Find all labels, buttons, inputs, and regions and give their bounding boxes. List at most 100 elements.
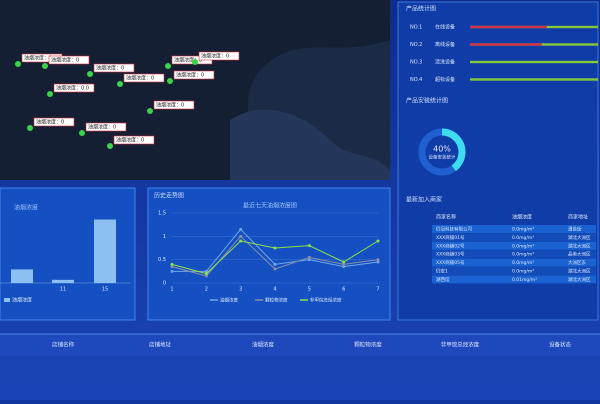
table-cell: 湖西馆 xyxy=(436,276,450,283)
marker-label-box xyxy=(48,55,90,65)
table-cell: 0.01mg/m³ xyxy=(512,277,537,283)
map-land xyxy=(0,0,390,180)
point xyxy=(170,265,174,269)
table-cell: 0.0mg/m³ xyxy=(512,269,534,275)
legend-label: 非甲烷总烃浓度 xyxy=(310,297,342,304)
point xyxy=(273,267,277,271)
legend-swatch xyxy=(4,298,10,302)
x-tick-label: 7 xyxy=(376,287,379,293)
x-tick-label: 4 xyxy=(273,287,276,293)
point xyxy=(307,258,311,262)
bar xyxy=(11,269,33,283)
map-pin xyxy=(147,108,153,114)
table-header: 店铺地址 xyxy=(149,341,172,349)
marker-label-box xyxy=(153,100,195,110)
table-row xyxy=(432,225,596,233)
map-pin xyxy=(42,63,48,69)
table-header: 商家名称 xyxy=(436,214,456,221)
table-cell: 0.0mg/m³ xyxy=(512,227,534,233)
point xyxy=(273,262,277,266)
table-row xyxy=(432,241,596,250)
point xyxy=(239,234,243,238)
map-pin xyxy=(117,81,123,87)
table-cell: 0.0mg/m³ xyxy=(512,260,534,266)
table-cell: 仍宏1 xyxy=(436,268,448,275)
table-header: 店铺名称 xyxy=(52,341,75,349)
table-cell: 湖北大洲区 xyxy=(568,242,591,249)
table-row xyxy=(432,275,596,284)
point xyxy=(376,260,380,264)
point xyxy=(239,227,243,231)
bar xyxy=(52,279,74,283)
map-pin xyxy=(27,125,33,131)
legend-label: 颗粒物浓度 xyxy=(265,297,288,304)
table-header-band xyxy=(0,334,600,356)
marker-label: 油烟浓度：0.0 xyxy=(56,85,89,92)
table-cell: 漕县街 xyxy=(568,226,582,233)
point xyxy=(239,239,243,243)
y-tick-label: 0.5 xyxy=(158,257,166,263)
panel-title: 产品安装统计图 xyxy=(406,97,448,105)
marker-label: 油烟浓度：0 xyxy=(96,65,124,72)
row-label: 超标设备 xyxy=(435,76,455,83)
row-number: NO.4 xyxy=(410,77,422,83)
table-row xyxy=(432,233,596,242)
table-cell: 湖北大洲区 xyxy=(568,276,591,283)
point xyxy=(170,262,174,266)
marker-label-box xyxy=(33,117,75,127)
row-number: NO.2 xyxy=(410,42,422,48)
table-header: 非甲烷总烃浓度 xyxy=(441,341,480,349)
table-cell: 湖北大洲区 xyxy=(568,268,591,275)
y-tick-label: 0 xyxy=(163,281,166,287)
point xyxy=(204,272,208,276)
progress-track xyxy=(470,60,598,64)
table-cell: 0.0mg/m³ xyxy=(512,252,534,258)
legend-label: 油烟浓度 xyxy=(220,297,238,304)
marker-label: 油烟浓度：0 xyxy=(116,137,144,144)
marker-label-box xyxy=(53,83,95,93)
map-pin xyxy=(192,59,198,65)
row-label: 清洗设备 xyxy=(435,59,455,66)
table-row xyxy=(432,258,596,267)
x-tick-label: 3 xyxy=(239,287,242,293)
x-tick-label: 1 xyxy=(170,287,173,293)
marker-label: 油烟浓度：0 xyxy=(174,57,202,64)
row-label: 在线设备 xyxy=(435,24,455,31)
marker-label-box xyxy=(113,135,155,145)
marker-label-box xyxy=(123,73,165,83)
legend-label: 油烟浓度 xyxy=(12,297,32,304)
point xyxy=(376,239,380,243)
table-cell: XXX商铺03号 xyxy=(436,251,465,258)
marker-label-box xyxy=(173,70,215,80)
point xyxy=(342,265,346,269)
map-pin xyxy=(87,71,93,77)
panel-title: 产品统计图 xyxy=(406,5,436,13)
marker-label: 油烟浓度：0 xyxy=(201,53,229,60)
point xyxy=(273,246,277,250)
table-header: 油烟浓度 xyxy=(252,341,275,349)
table-header: 商家地址 xyxy=(568,214,588,221)
marker-label: 油烟浓度：0 xyxy=(126,75,154,82)
marker-label: 油烟浓度：0 xyxy=(176,72,204,79)
y-tick-label: 1 xyxy=(163,234,166,240)
marker-label-box xyxy=(85,122,127,132)
point xyxy=(204,274,208,278)
marker-label: 油烟浓度：0 xyxy=(88,124,116,131)
marker-label-box xyxy=(198,51,240,61)
table-row xyxy=(432,250,596,259)
map-sea xyxy=(230,109,390,180)
row-label: 离线设备 xyxy=(435,41,455,48)
marker-label-box xyxy=(93,63,135,73)
point xyxy=(307,244,311,248)
x-tick-label: 6 xyxy=(342,287,345,293)
table-cell: 0.0mg/m³ xyxy=(512,243,534,249)
row-number: NO.1 xyxy=(410,25,422,31)
map-pin xyxy=(165,63,171,69)
table-cell: XXX商铺02号 xyxy=(436,242,465,249)
donut-label: 设备安装统计 xyxy=(429,154,456,161)
table-row xyxy=(432,267,596,275)
line-panel xyxy=(147,187,391,321)
point xyxy=(342,262,346,266)
progress-bar xyxy=(470,25,547,29)
donut-value: 40% xyxy=(433,145,451,154)
